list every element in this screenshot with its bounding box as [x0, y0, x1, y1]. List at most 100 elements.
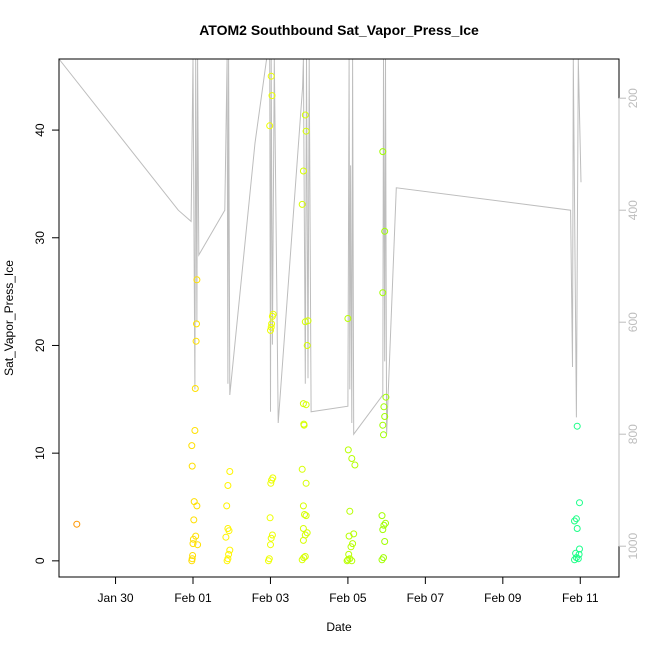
x-tick-label: Feb 07 [407, 591, 445, 605]
data-point [572, 515, 580, 523]
data-point [301, 511, 308, 518]
data-point [267, 534, 275, 542]
x-tick-label: Feb 09 [484, 591, 522, 605]
data-point [302, 479, 310, 487]
data-point [268, 92, 276, 100]
x-tick-label: Feb 11 [562, 591, 599, 605]
data-point [351, 461, 359, 469]
data-point [382, 519, 389, 527]
data-point [344, 315, 352, 322]
data-point [193, 502, 201, 510]
data-point [194, 541, 202, 549]
data-point [380, 431, 387, 439]
data-point [574, 555, 582, 563]
data-point [299, 502, 307, 510]
data-point [573, 422, 581, 430]
data-point [303, 529, 311, 537]
data-point [267, 72, 275, 80]
data-point [571, 556, 578, 564]
data-point [189, 552, 197, 559]
data-point [266, 514, 274, 522]
data-point [223, 502, 231, 510]
x-tick-label: Feb 01 [174, 591, 212, 605]
y-axis: 0 10 20 30 40 [33, 123, 60, 564]
data-point [380, 554, 387, 562]
data-point [576, 499, 583, 507]
y2-tick-label: 200 [626, 88, 640, 108]
data-point [193, 276, 201, 284]
data-point [345, 550, 353, 558]
data-point [188, 555, 196, 563]
data-point [350, 530, 358, 538]
secondary-series-line [58, 58, 582, 436]
data-point [225, 550, 233, 558]
data-point [299, 167, 307, 175]
data-point [192, 532, 200, 540]
data-point [300, 421, 308, 429]
data-point [300, 554, 308, 562]
data-point [302, 401, 310, 409]
data-point [575, 550, 583, 558]
data-point [190, 516, 198, 524]
data-point [303, 342, 311, 349]
data-point [266, 122, 274, 130]
x-axis: Jan 30 Feb 01 Feb 03 Feb 05 Feb 07 Feb 09 Feb … [98, 576, 599, 605]
y2-tick-label: 600 [626, 312, 640, 332]
data-point [269, 474, 277, 482]
data-point [379, 526, 387, 534]
data-point [379, 148, 387, 156]
y2-tick-label: 800 [626, 424, 640, 444]
data-point [265, 555, 273, 563]
data-point [189, 540, 197, 548]
data-point [381, 413, 389, 420]
x-tick-label: Feb 05 [329, 591, 367, 605]
y-axis-label: Sat_Vapor_Press_Ice [2, 260, 16, 376]
data-point [346, 507, 354, 515]
data-point [576, 545, 583, 553]
data-point [73, 520, 81, 528]
data-point [267, 326, 274, 334]
data-point [226, 468, 234, 475]
y-tick-label: 30 [33, 231, 47, 245]
data-point [191, 427, 199, 434]
data-point [572, 549, 580, 557]
y-tick-label: 40 [33, 123, 47, 137]
data-point [224, 482, 232, 489]
data-point [193, 320, 200, 328]
data-point [571, 517, 578, 525]
data-point [225, 527, 233, 535]
data-point [226, 546, 234, 554]
data-point [379, 289, 387, 297]
data-point [188, 462, 196, 470]
data-point [381, 227, 389, 235]
data-point [344, 446, 352, 454]
x-tick-label: Feb 03 [252, 591, 290, 605]
data-point [348, 455, 356, 462]
y2-tick-label: 1000 [626, 533, 640, 560]
x-tick-label: Jan 30 [98, 591, 134, 605]
data-point [301, 531, 309, 539]
data-point [268, 320, 276, 328]
data-point [299, 525, 307, 532]
data-point [301, 553, 309, 560]
data-point [381, 538, 389, 545]
data-point [302, 127, 310, 135]
y2-tick-label: 400 [626, 200, 640, 220]
chart-title: ATOM2 Southbound Sat_Vapor_Press_Ice [199, 22, 479, 38]
data-point [378, 512, 386, 520]
y-tick-label: 10 [33, 446, 47, 460]
data-point [269, 310, 277, 318]
data-point [192, 337, 200, 345]
data-point [380, 521, 388, 529]
data-point [304, 317, 312, 325]
data-point [301, 111, 309, 119]
y2-axis: 200 400 600 800 1000 [618, 88, 640, 560]
data-point [346, 555, 354, 563]
data-point [382, 393, 390, 401]
data-point [298, 465, 306, 473]
data-point [267, 541, 274, 549]
data-points-layer [73, 72, 583, 565]
y-tick-label: 20 [33, 339, 47, 353]
